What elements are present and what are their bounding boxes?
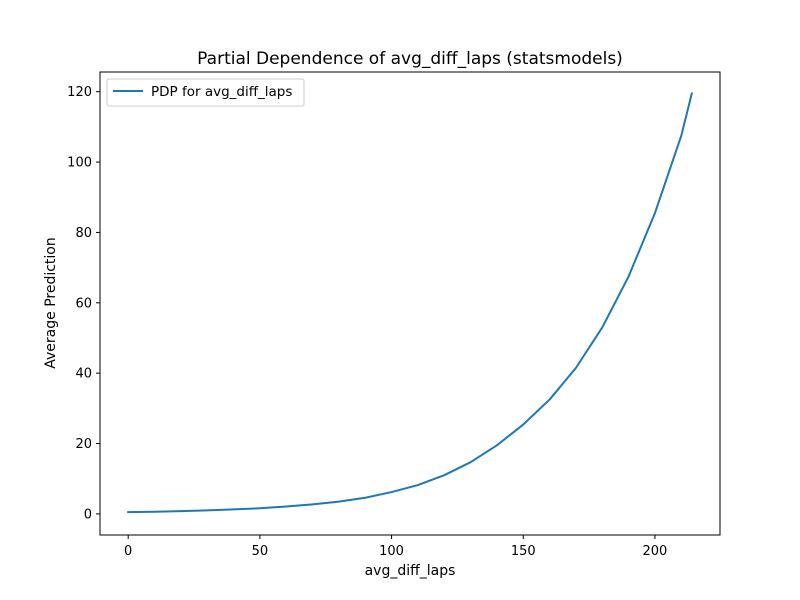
- y-tick-label: 0: [84, 507, 92, 522]
- y-tick-label: 20: [75, 437, 92, 452]
- axis-ticks: 0 50 100 150 200 0 20 40 60 80 100 120: [67, 85, 667, 559]
- axes-frame: [99, 71, 721, 536]
- x-axis-label: avg_diff_laps: [365, 563, 456, 579]
- plot-area: [127, 92, 694, 514]
- y-tick-label: 40: [75, 367, 92, 382]
- chart-title: Partial Dependence of avg_diff_laps (sta…: [197, 49, 623, 69]
- legend-box: [106, 78, 305, 107]
- x-tick-label: 100: [379, 544, 404, 559]
- legend: PDP for avg_diff_laps: [106, 78, 305, 107]
- y-tick-label: 80: [75, 226, 92, 241]
- series-line: [127, 92, 694, 514]
- y-axis-label: Average Prediction: [43, 237, 59, 369]
- y-tick-label: 100: [67, 156, 92, 171]
- y-tick-label: 120: [67, 85, 92, 100]
- x-tick-label: 150: [511, 544, 536, 559]
- y-tick-label: 60: [75, 296, 92, 311]
- x-tick-label: 50: [252, 544, 269, 559]
- legend-label: PDP for avg_diff_laps: [151, 84, 292, 100]
- x-tick-label: 200: [643, 544, 668, 559]
- x-tick-label: 0: [124, 544, 132, 559]
